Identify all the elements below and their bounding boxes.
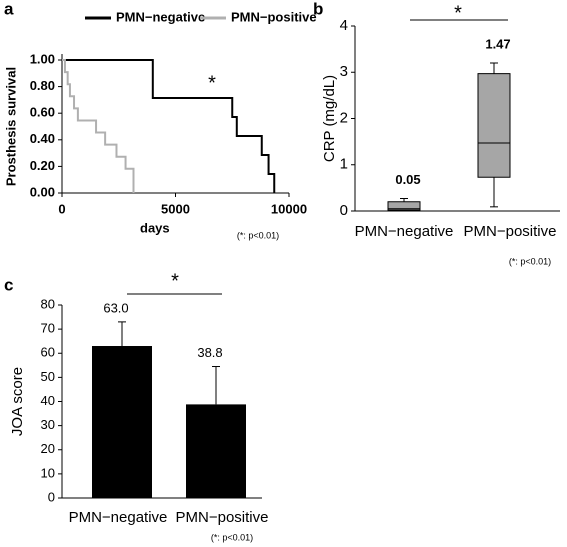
y-tick-label: 3 [340, 63, 348, 80]
y-tick-label: 4 [340, 17, 348, 34]
y-tick-label: 0.60 [30, 105, 55, 120]
panel-label: b [313, 0, 323, 18]
panel-label: c [4, 275, 13, 294]
y-axis-label: Prosthesis survival [3, 67, 18, 186]
y-tick-label: 1 [340, 156, 348, 173]
survival-line [62, 59, 276, 193]
x-tick-label: PMN−positive [176, 509, 269, 526]
y-tick-label: 70 [41, 321, 55, 336]
x-tick-label: PMN−negative [69, 509, 168, 526]
note: (*: p<0.01) [211, 532, 253, 542]
legend-label: PMN−positive [231, 9, 317, 24]
x-tick-label: PMN−positive [464, 223, 557, 240]
y-tick-label: 10 [41, 465, 55, 480]
y-tick-label: 50 [41, 369, 55, 384]
box [477, 73, 511, 178]
bar [92, 346, 152, 498]
y-tick-label: 0 [48, 489, 55, 504]
y-axis-label: JOA score [9, 367, 26, 436]
annotation: * [454, 2, 462, 24]
y-tick-label: 80 [41, 296, 55, 311]
x-tick-label: 10000 [271, 201, 307, 216]
panel-label: a [4, 0, 14, 18]
y-tick-label: 1.00 [30, 51, 55, 66]
data-label: 0.05 [395, 172, 420, 187]
x-axis-label: days [140, 220, 170, 235]
y-tick-label: 0 [340, 202, 348, 219]
data-label: 38.8 [197, 345, 222, 360]
legend-label: PMN−negative [116, 9, 205, 24]
y-tick-label: 0.40 [30, 131, 55, 146]
annotation: * [171, 270, 179, 292]
note: (*: p<0.01) [509, 256, 551, 266]
y-tick-label: 20 [41, 441, 55, 456]
data-label: 1.47 [485, 36, 510, 51]
annotation: * [208, 72, 216, 94]
bar [186, 404, 246, 498]
survival-line [62, 59, 135, 193]
x-tick-label: PMN−negative [355, 223, 454, 240]
y-tick-label: 40 [41, 393, 55, 408]
y-tick-label: 0.80 [30, 78, 55, 93]
data-label: 63.0 [103, 300, 128, 315]
y-tick-label: 2 [340, 109, 348, 126]
note: (*: p<0.01) [237, 230, 279, 240]
x-tick-label: 0 [58, 201, 65, 216]
y-axis-label: CRP (mg/dL) [321, 75, 338, 162]
y-tick-label: 0.20 [30, 158, 55, 173]
box [387, 201, 421, 211]
y-tick-label: 30 [41, 417, 55, 432]
x-tick-label: 5000 [161, 201, 190, 216]
y-tick-label: 0.00 [30, 184, 55, 199]
y-tick-label: 60 [41, 345, 55, 360]
